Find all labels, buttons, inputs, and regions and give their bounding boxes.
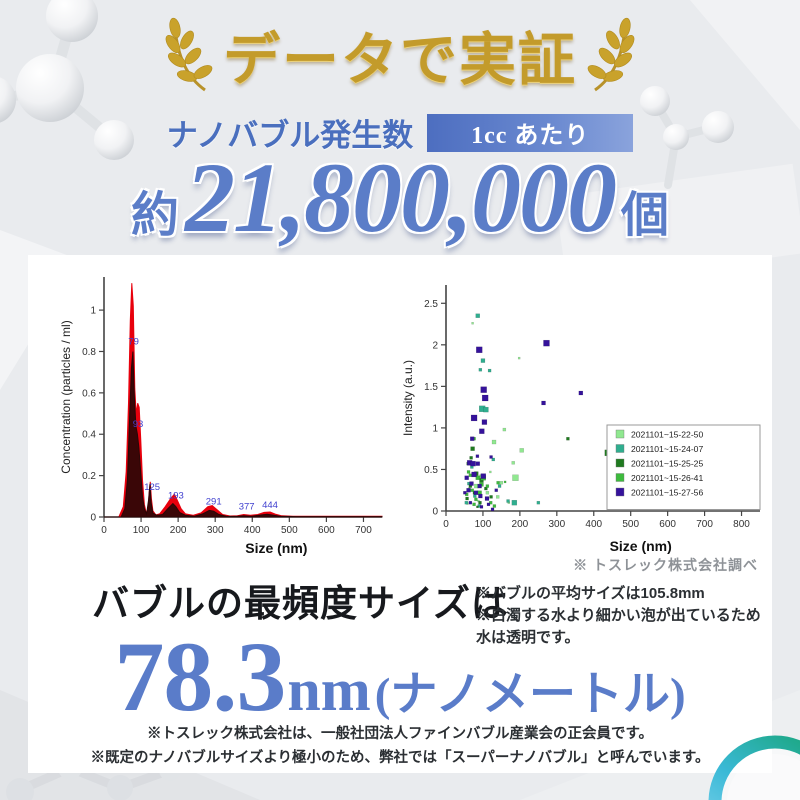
count-suffix: 個 [621,189,670,242]
header-title-row: データで実証 [0,14,800,96]
svg-text:1: 1 [432,423,438,434]
svg-text:2021101~15-24-07: 2021101~15-24-07 [631,444,703,454]
footer-note-line: ※既定のナノバブルサイズより極小のため、弊社では「スーパーナノバブル」と呼んでい… [90,749,710,766]
svg-text:377: 377 [239,501,255,512]
svg-text:2: 2 [432,340,438,351]
svg-text:Intensity (a.u.): Intensity (a.u.) [401,360,415,436]
count-value: 21,800,000 [185,142,617,253]
bubble-decoration [708,735,800,800]
result-value: 78.3 [114,621,286,732]
svg-text:0: 0 [443,519,449,530]
svg-text:2021101~15-27-56: 2021101~15-27-56 [631,488,703,498]
bubble-count-row: 約 21,800,000 個 [0,148,800,248]
svg-text:444: 444 [262,500,278,511]
laurel-left-icon [165,17,213,92]
svg-text:2.5: 2.5 [424,299,438,310]
footer-note-line: ※トスレック株式会社は、一般社団法人ファインバブル産業会の正会員です。 [146,726,654,742]
side-note-line: 水は透明です。 [476,628,580,646]
svg-text:0: 0 [101,525,107,536]
svg-text:Concentration (particles / ml): Concentration (particles / ml) [59,320,73,473]
svg-text:500: 500 [622,519,639,530]
intensity-scatter-chart: 0 100 200 300 400 500 600 700 800 0 0.5 1 1.5 2 2.5 Siz… [401,285,761,554]
svg-text:400: 400 [585,519,602,530]
svg-text:200: 200 [170,525,187,536]
svg-text:700: 700 [696,519,713,530]
svg-text:2021101~15-22-50: 2021101~15-22-50 [631,430,703,440]
svg-text:2021101~15-25-25: 2021101~15-25-25 [631,459,703,469]
result-unit: nm [287,657,371,723]
svg-text:291: 291 [206,497,222,508]
svg-text:79: 79 [128,336,139,347]
side-notes: ※バブルの平均サイズは105.8mm ※白濁する水より細かい泡が出ているため 水… [476,583,761,648]
result-heading: バブルの最頻度サイズは [92,584,509,625]
svg-text:1: 1 [90,306,96,317]
laurel-right-icon [587,17,635,92]
svg-text:Size (nm): Size (nm) [245,540,307,556]
count-prefix: 約 [130,189,179,242]
per-cc-badge: 1cc あたり [427,113,634,152]
svg-text:1.5: 1.5 [424,382,438,393]
svg-text:100: 100 [133,525,150,536]
molecule-right-icon [640,86,734,189]
svg-text:400: 400 [244,525,261,536]
side-note-line: ※バブルの平均サイズは105.8mm [476,585,705,602]
svg-text:0.2: 0.2 [82,471,96,482]
svg-text:200: 200 [512,519,529,530]
svg-text:300: 300 [548,519,565,530]
result-value-row: 78.3 nm (ナノメートル) [28,627,772,727]
subtitle-row: ナノバブル発生数 1cc あたり [0,110,800,155]
molecule-top-left-icon [0,0,134,160]
svg-text:700: 700 [355,525,372,536]
data-card: 0 100 200 300 400 500 600 700 0 0.2 0.4 0.6 0.8 1 Size… [28,255,772,773]
svg-text:0: 0 [90,513,96,524]
svg-text:0.6: 0.6 [82,388,96,399]
svg-text:0.8: 0.8 [82,347,96,358]
side-note-line: ※白濁する水より細かい泡が出ているため [476,606,761,624]
svg-text:300: 300 [207,525,224,536]
svg-text:125: 125 [144,482,160,493]
svg-text:0.5: 0.5 [424,465,438,476]
svg-text:Size (nm): Size (nm) [610,538,672,554]
svg-text:800: 800 [733,519,750,530]
svg-text:600: 600 [318,525,335,536]
svg-text:0: 0 [432,507,438,518]
result-unit-kana: (ナノメートル) [374,669,686,721]
source-note: ※ トスレック株式会社調べ [573,557,758,573]
svg-text:193: 193 [168,490,184,501]
svg-text:100: 100 [475,519,492,530]
subtitle-label: ナノバブル発生数 [166,118,414,153]
concentration-distribution-chart: 0 100 200 300 400 500 600 700 0 0.2 0.4 0.6 0.8 1 Size… [59,277,383,556]
svg-text:600: 600 [659,519,676,530]
svg-text:0.4: 0.4 [82,430,96,441]
svg-text:93: 93 [133,419,144,430]
svg-text:500: 500 [281,525,298,536]
footer-notes: ※トスレック株式会社は、一般社団法人ファインバブル産業会の正会員です。 ※既定の… [28,723,772,771]
svg-text:2021101~15-26-41: 2021101~15-26-41 [631,473,703,483]
page-title: データで実証 [223,29,577,92]
